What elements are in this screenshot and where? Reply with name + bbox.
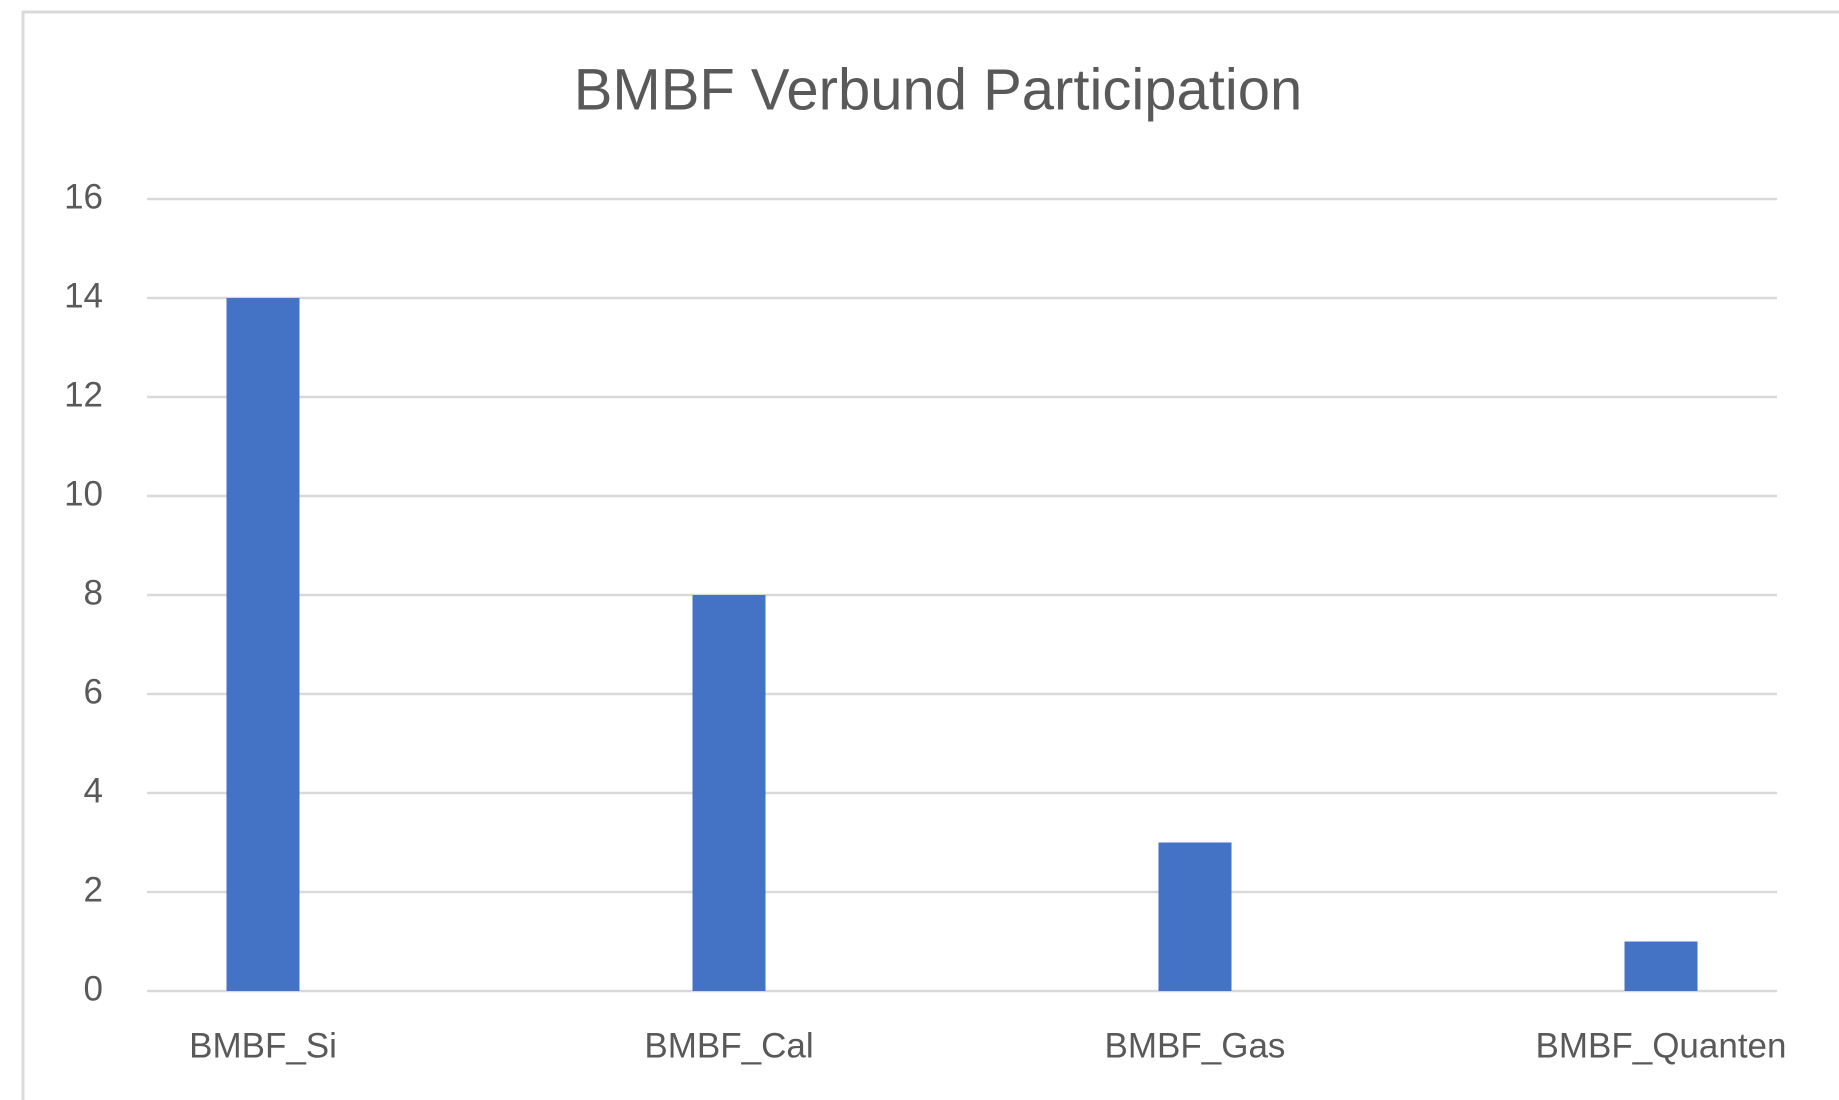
bar (226, 298, 300, 991)
y-tick-label: 2 (84, 870, 103, 909)
y-tick-label: 12 (64, 375, 103, 414)
y-tick-label: 4 (84, 771, 103, 810)
bar (1158, 842, 1232, 991)
y-tick-label: 8 (84, 573, 103, 612)
y-tick-label: 10 (64, 474, 103, 513)
bar (692, 595, 766, 991)
x-tick-label: BMBF_Si (189, 1026, 337, 1065)
chart-title: BMBF Verbund Participation (574, 57, 1303, 122)
y-tick-label: 0 (84, 969, 103, 1008)
bar (1624, 941, 1698, 991)
y-tick-label: 16 (64, 177, 103, 216)
y-tick-label: 14 (64, 276, 103, 315)
chart-frame (21, 10, 1839, 1100)
x-tick-label: BMBF_Cal (644, 1026, 813, 1065)
x-tick-label: BMBF_Gas (1105, 1026, 1286, 1065)
y-tick-label: 6 (84, 672, 103, 711)
x-tick-label: BMBF_Quanten (1536, 1026, 1787, 1065)
